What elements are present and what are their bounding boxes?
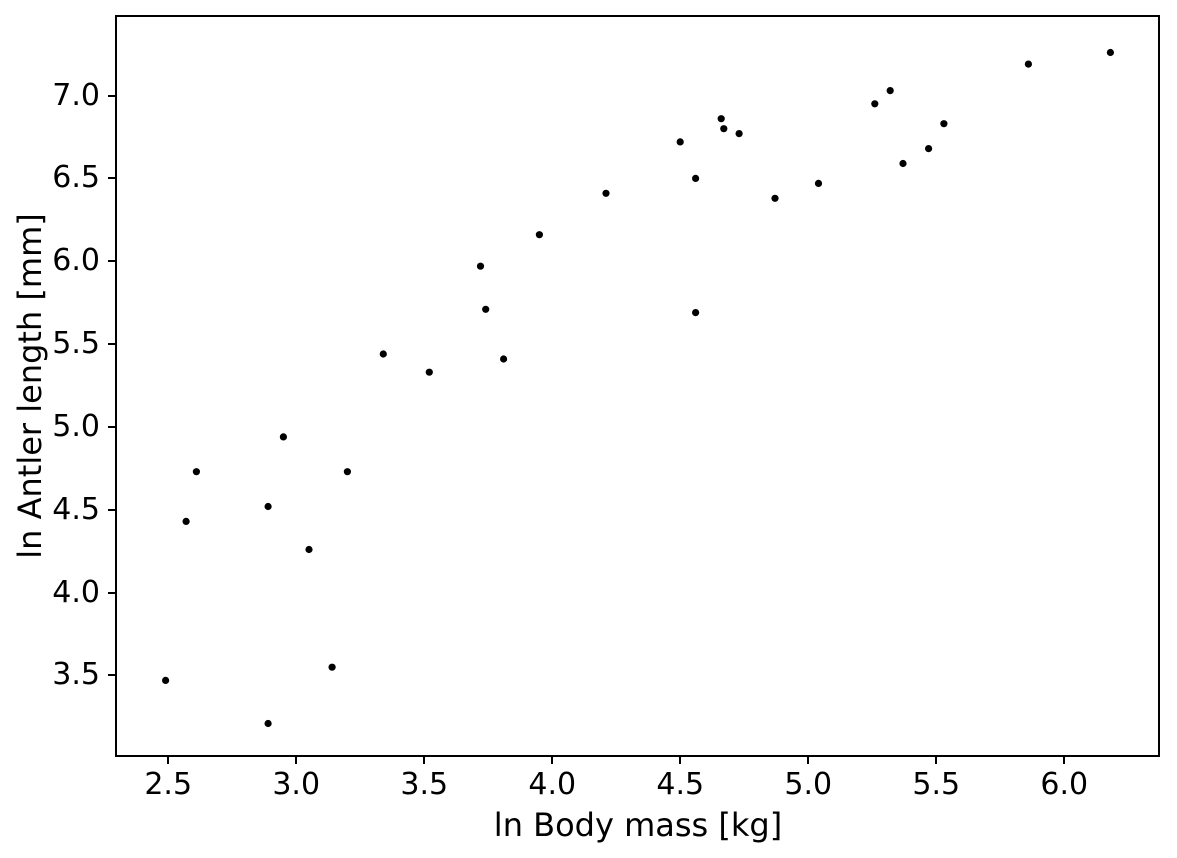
y-tick-mark: [108, 94, 116, 97]
data-point: [328, 663, 336, 671]
data-point: [192, 468, 200, 476]
data-point: [925, 145, 933, 153]
x-tick-label: 3.0: [272, 767, 321, 802]
data-point: [500, 355, 508, 363]
y-tick-label: 4.5: [52, 491, 100, 527]
y-tick-label: 6.0: [52, 243, 100, 279]
data-point: [264, 502, 272, 511]
plot-area: [115, 15, 1160, 757]
data-point: [379, 350, 387, 358]
data-point: [676, 138, 684, 146]
x-tick-mark: [423, 756, 426, 764]
x-tick-mark: [551, 756, 554, 764]
y-tick-mark: [108, 177, 116, 180]
y-tick-mark: [108, 674, 116, 677]
x-tick-label: 5.5: [912, 767, 961, 802]
x-tick-mark: [167, 756, 170, 764]
x-tick-label: 6.0: [1040, 767, 1089, 802]
data-point: [886, 87, 894, 95]
x-tick-label: 5.0: [784, 767, 833, 802]
y-tick-mark: [108, 260, 116, 263]
data-point: [720, 125, 728, 133]
data-point: [814, 179, 823, 187]
data-point: [264, 719, 272, 728]
x-tick-label: 3.5: [400, 767, 449, 802]
x-tick-mark: [1063, 756, 1066, 764]
x-tick-mark: [935, 756, 938, 764]
data-point: [871, 100, 879, 108]
y-tick-label: 5.5: [52, 326, 100, 362]
data-point: [343, 468, 351, 476]
x-tick-mark: [295, 756, 298, 764]
data-point: [602, 189, 610, 197]
data-point: [692, 174, 700, 182]
x-axis-label: ln Body mass [kg]: [493, 806, 783, 844]
data-point: [482, 305, 490, 313]
y-tick-mark: [108, 508, 116, 511]
data-point: [476, 262, 485, 270]
y-tick-mark: [108, 343, 116, 346]
y-tick-label: 6.5: [52, 160, 100, 196]
data-point: [279, 433, 287, 441]
x-tick-label: 4.5: [656, 767, 705, 802]
y-tick-label: 3.5: [52, 657, 100, 693]
data-point: [735, 130, 743, 138]
data-point: [717, 115, 725, 123]
y-tick-mark: [108, 591, 116, 594]
data-point: [1106, 48, 1114, 57]
data-point: [182, 517, 190, 526]
y-tick-label: 5.0: [52, 408, 100, 444]
x-tick-mark: [679, 756, 682, 764]
x-tick-label: 2.5: [144, 767, 193, 802]
data-point: [162, 676, 170, 685]
y-tick-label: 4.0: [52, 574, 100, 610]
data-point: [771, 194, 779, 202]
data-point: [305, 545, 313, 554]
y-tick-label: 7.0: [52, 77, 100, 113]
data-point: [425, 368, 433, 376]
data-point: [899, 159, 907, 168]
x-tick-label: 4.0: [528, 767, 577, 802]
data-point: [692, 309, 700, 317]
data-point: [535, 231, 544, 239]
data-point: [1024, 60, 1032, 68]
x-tick-mark: [807, 756, 810, 764]
y-tick-mark: [108, 425, 116, 428]
data-point: [940, 120, 948, 128]
